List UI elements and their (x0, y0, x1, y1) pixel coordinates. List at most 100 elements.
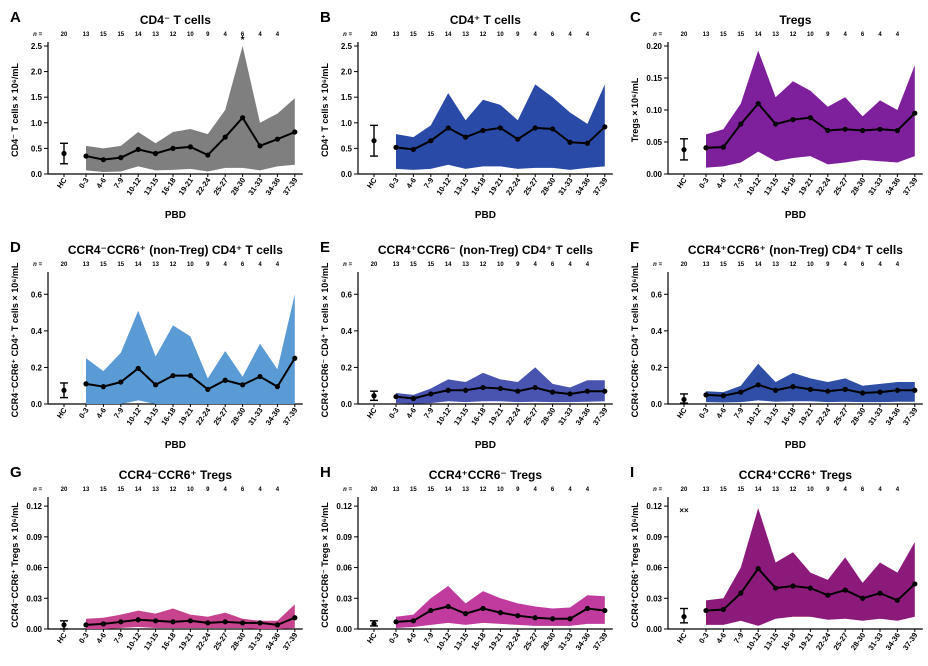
median-point (187, 618, 193, 624)
median-point (445, 125, 451, 131)
panel-letter: A (10, 9, 21, 26)
n-label: 15 (410, 32, 417, 38)
n-prefix: n = (653, 32, 662, 38)
n-label: 12 (790, 487, 797, 493)
n-label: 12 (790, 32, 797, 38)
median-point (463, 134, 469, 140)
n-label: 15 (427, 262, 434, 268)
y-tick-label: 0.03 (646, 594, 662, 603)
median-point (602, 607, 608, 614)
n-label: 10 (497, 487, 504, 493)
x-tick-label: 10-12 (124, 406, 142, 427)
x-tick-label: 22-24 (504, 405, 523, 427)
x-tick-label: 34-36 (884, 406, 902, 427)
x-tick-label: 22-24 (504, 630, 523, 652)
x-tick-label: 22-24 (194, 175, 213, 197)
median-point (170, 373, 176, 379)
range-band (86, 604, 295, 629)
x-tick-label: HC (675, 631, 689, 646)
y-tick-label: 0.03 (26, 594, 42, 603)
median-point (410, 395, 416, 402)
n-label: 4 (276, 487, 280, 493)
y-tick-label: 0.5 (341, 144, 353, 153)
n-label: 15 (100, 262, 107, 268)
median-point (83, 622, 89, 628)
panel-title: Tregs (779, 13, 811, 27)
n-label: 20 (681, 262, 688, 268)
n-label: 14 (755, 32, 762, 38)
n-label: 6 (861, 487, 865, 493)
x-tick-label: 28-30 (539, 631, 557, 652)
x-tick-label: 31-33 (866, 631, 884, 652)
x-tick-label: 31-33 (246, 406, 264, 427)
n-label: 6 (551, 262, 555, 268)
n-label: 15 (720, 262, 727, 268)
n-label: 10 (497, 32, 504, 38)
x-tick-label: 37-39 (901, 631, 919, 652)
median-point (860, 390, 866, 396)
median-point (83, 153, 89, 159)
y-axis-label: Tregs × 10⁶/mL (630, 77, 640, 142)
range-band (396, 585, 605, 628)
median-point (515, 388, 521, 394)
y-tick-label: 0.0 (31, 400, 43, 409)
y-tick-label: 0.0 (341, 170, 353, 179)
x-tick-label: 31-33 (866, 176, 884, 197)
y-tick-label: 2.0 (341, 68, 353, 77)
y-tick-label: 1.5 (341, 93, 353, 102)
median-point (100, 157, 106, 163)
median-point (842, 126, 848, 132)
x-tick-label: HC (365, 631, 379, 646)
x-tick-label: 31-33 (556, 406, 574, 427)
x-tick-label: 13-15 (452, 406, 470, 427)
x-tick-label: 16-18 (469, 631, 487, 652)
x-axis-label: PBD (475, 440, 496, 451)
median-point (807, 115, 813, 121)
n-label: 9 (206, 487, 210, 493)
n-label: 6 (241, 262, 245, 268)
median-point (257, 373, 263, 380)
x-tick-label: 25-27 (521, 406, 539, 427)
median-point (550, 389, 556, 395)
median-point (445, 603, 451, 610)
x-tick-label: 34-36 (884, 631, 902, 652)
x-tick-label: HC (365, 176, 379, 191)
y-tick-label: 0.00 (646, 625, 662, 634)
x-tick-label: 37-39 (591, 406, 609, 427)
n-label: 14 (755, 262, 762, 268)
n-label: 4 (258, 262, 262, 268)
median-point (135, 617, 141, 623)
x-tick-label: 22-24 (194, 630, 213, 652)
median-point (445, 387, 451, 393)
median-point (187, 144, 193, 150)
n-label: 4 (878, 487, 882, 493)
n-label: 15 (117, 262, 124, 268)
median-point (515, 613, 521, 619)
n-label: 6 (551, 32, 555, 38)
n-label: 4 (896, 32, 900, 38)
y-tick-label: 0.6 (651, 290, 663, 299)
n-label: 4 (568, 487, 572, 493)
panel-H: H CCR4⁺CCR6⁻ Tregs n = 20 13 15 15 14 13 12 10 9 4 6 4… (320, 464, 613, 666)
y-tick-label: 2.5 (31, 42, 43, 51)
n-label: 4 (568, 262, 572, 268)
x-tick-label: HC (675, 406, 689, 421)
panel-letter: G (10, 464, 22, 481)
median-point (738, 590, 744, 596)
panel-letter: D (10, 239, 21, 256)
x-tick-label: 16-18 (159, 176, 177, 197)
panel-letter: F (630, 239, 639, 256)
median-point (118, 155, 124, 161)
median-point (463, 611, 469, 617)
x-tick-label: 25-27 (831, 631, 849, 652)
median-point (428, 138, 434, 144)
x-tick-label: 7-9 (422, 176, 436, 190)
y-axis-label: CCR4⁺CCR6⁺ Tregs × 10⁶/mL (630, 502, 640, 628)
x-tick-label: 25-27 (521, 631, 539, 652)
median-point (877, 126, 883, 132)
x-tick-label: 0-3 (697, 176, 711, 190)
x-tick-label: 16-18 (779, 406, 797, 427)
x-tick-label: 7-9 (732, 176, 746, 190)
x-tick-label: 34-36 (264, 631, 282, 652)
n-label: 4 (276, 262, 280, 268)
